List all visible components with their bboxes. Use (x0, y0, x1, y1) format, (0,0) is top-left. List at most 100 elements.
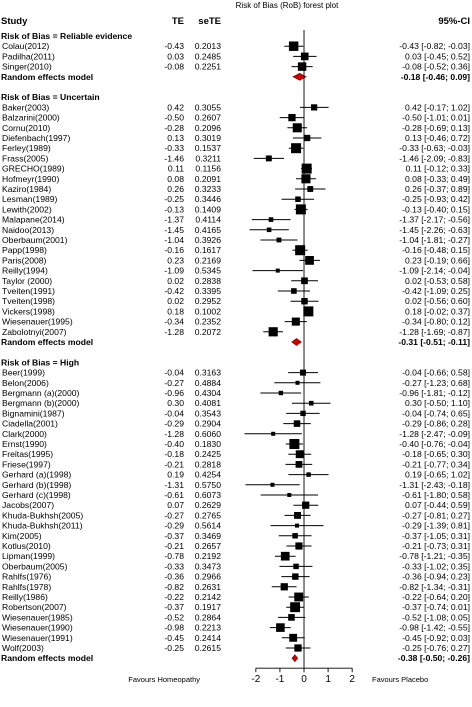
study-label: Rahlfs(1976) (2, 572, 51, 582)
sete-value: 0.2414 (195, 633, 222, 643)
group-header: Risk of Bias = Uncertain (1, 92, 100, 102)
study-label: Gerhard (a)(1998) (2, 470, 71, 480)
study-label: Lewith(2002) (2, 204, 52, 214)
sete-value: 0.3395 (195, 286, 222, 296)
x-axis: -2 -1 0 1 2 Favours Homeopathy Favours Placebo (128, 30, 428, 685)
ci-text: -1.46 [-2.09; -0.83] (399, 153, 470, 163)
summary-label: Random effects model (1, 653, 93, 663)
te-value: -1.37 (164, 215, 184, 225)
ci-text: -1.09 [-2.14; -0.04] (399, 266, 470, 276)
te-value: 0.02 (167, 276, 184, 286)
study-label: Gerhard (c)(1998) (2, 490, 71, 500)
ci-text: 0.18 [-0.02; 0.37] (405, 306, 470, 316)
te-value: 0.23 (167, 255, 184, 265)
study-marker (305, 256, 314, 265)
sete-value: 0.3469 (195, 531, 222, 541)
te-value: -0.27 (164, 510, 184, 520)
summary-ci-text: -0.31 [-0.51; -0.11] (398, 337, 470, 347)
sete-value: 0.3446 (195, 194, 222, 204)
sete-value: 0.3211 (195, 153, 221, 163)
ci-text: 0.03 [-0.45; 0.52] (405, 51, 470, 61)
study-marker (289, 633, 298, 642)
te-value: -0.43 (164, 41, 184, 51)
study-label: Khuda-Bukhsh(2011) (2, 521, 83, 531)
study-label: Vickers(1998) (2, 306, 55, 316)
te-value: -0.28 (164, 123, 184, 133)
te-value: -0.45 (164, 633, 184, 643)
te-value: -0.61 (164, 490, 184, 500)
x-tick-label: 2 (349, 674, 355, 685)
study-label: Kaziro(1984) (2, 184, 51, 194)
te-value: -0.96 (164, 388, 184, 398)
sete-value: 0.2352 (195, 317, 222, 327)
te-value: -0.42 (164, 286, 184, 296)
te-value: -0.18 (164, 449, 184, 459)
study-label: Papp(1998) (2, 245, 47, 255)
study-marker (268, 217, 274, 222)
study-marker (292, 533, 298, 539)
study-marker (288, 113, 296, 122)
sete-value: 0.2631 (195, 582, 222, 592)
study-marker (311, 104, 318, 111)
sete-value: 0.2864 (195, 612, 222, 622)
ci-text: 0.30 [-0.50; 1.10] (405, 398, 470, 408)
study-marker (297, 62, 307, 71)
te-value: -1.09 (164, 266, 184, 276)
study-label: Wiesenauer(1990) (2, 623, 73, 633)
study-marker (294, 592, 304, 602)
study-label: Wiesenauer(1985) (2, 612, 73, 622)
study-label: Singer(2010) (2, 62, 52, 72)
sete-value: 0.2818 (195, 459, 222, 469)
study-label: Naidoo(2013) (2, 225, 54, 235)
study-marker (291, 317, 300, 326)
sete-value: 0.3473 (195, 561, 222, 571)
te-value: 0.42 (167, 102, 184, 112)
study-marker (295, 380, 300, 385)
sete-value: 0.3926 (195, 235, 222, 245)
ci-text: -0.37 [-1.05; 0.31] (402, 531, 470, 541)
study-label: Reilly(1994) (2, 266, 48, 276)
study-label: Kim(2005) (2, 531, 42, 541)
ci-text: -0.37 [-0.74; 0.01] (402, 602, 470, 612)
study-marker (300, 369, 307, 376)
te-value: -0.27 (164, 378, 184, 388)
study-label: Ernst(1990) (2, 439, 47, 449)
sete-value: 0.4304 (195, 388, 222, 398)
ci-text: 0.23 [-0.19; 0.66] (405, 255, 470, 265)
ci-text: -1.31 [-2.43; -0.18] (399, 480, 470, 490)
ci-text: -0.40 [-0.76; -0.04] (399, 439, 470, 449)
te-value: 0.18 (167, 306, 184, 316)
study-marker (288, 41, 299, 51)
study-marker (300, 410, 306, 417)
te-value: -1.04 (164, 235, 184, 245)
ci-text: -0.36 [-0.94; 0.23] (402, 572, 470, 582)
ci-text: -1.04 [-1.81; -0.27] (399, 235, 470, 245)
sete-value: 0.1830 (195, 439, 222, 449)
study-label: Oberbaum(2001) (2, 235, 68, 245)
ci-text: -0.16 [-0.48; 0.15] (402, 245, 470, 255)
te-value: 0.07 (167, 500, 184, 510)
te-value: -1.28 (164, 429, 184, 439)
study-label: Lesman(1989) (2, 194, 58, 204)
study-marker (291, 288, 297, 294)
te-value: -0.37 (164, 602, 184, 612)
sete-value: 0.3543 (195, 408, 222, 418)
sete-value: 0.2425 (195, 449, 222, 459)
ci-text: -0.52 [-1.08; 0.05] (402, 612, 470, 622)
summary-label: Random effects model (1, 337, 93, 347)
te-value: -0.33 (164, 143, 184, 153)
summary-diamond (291, 338, 302, 346)
sete-value: 0.2096 (195, 123, 222, 133)
ci-text: -0.18 [-0.65; 0.30] (402, 449, 470, 459)
sete-value: 0.2072 (195, 327, 222, 337)
study-label: Freitas(1995) (2, 449, 53, 459)
ci-text: -0.98 [-1.42; -0.55] (399, 623, 470, 633)
sete-value: 0.1917 (195, 602, 222, 612)
te-value: -0.04 (164, 368, 184, 378)
study-marker (300, 52, 309, 61)
te-value: -0.36 (164, 572, 184, 582)
ci-text: -0.43 [-0.82; -0.03] (399, 41, 470, 51)
study-marker (290, 602, 301, 613)
ci-text: -0.34 [-0.80; 0.12] (402, 317, 470, 327)
te-value: -1.28 (164, 327, 184, 337)
